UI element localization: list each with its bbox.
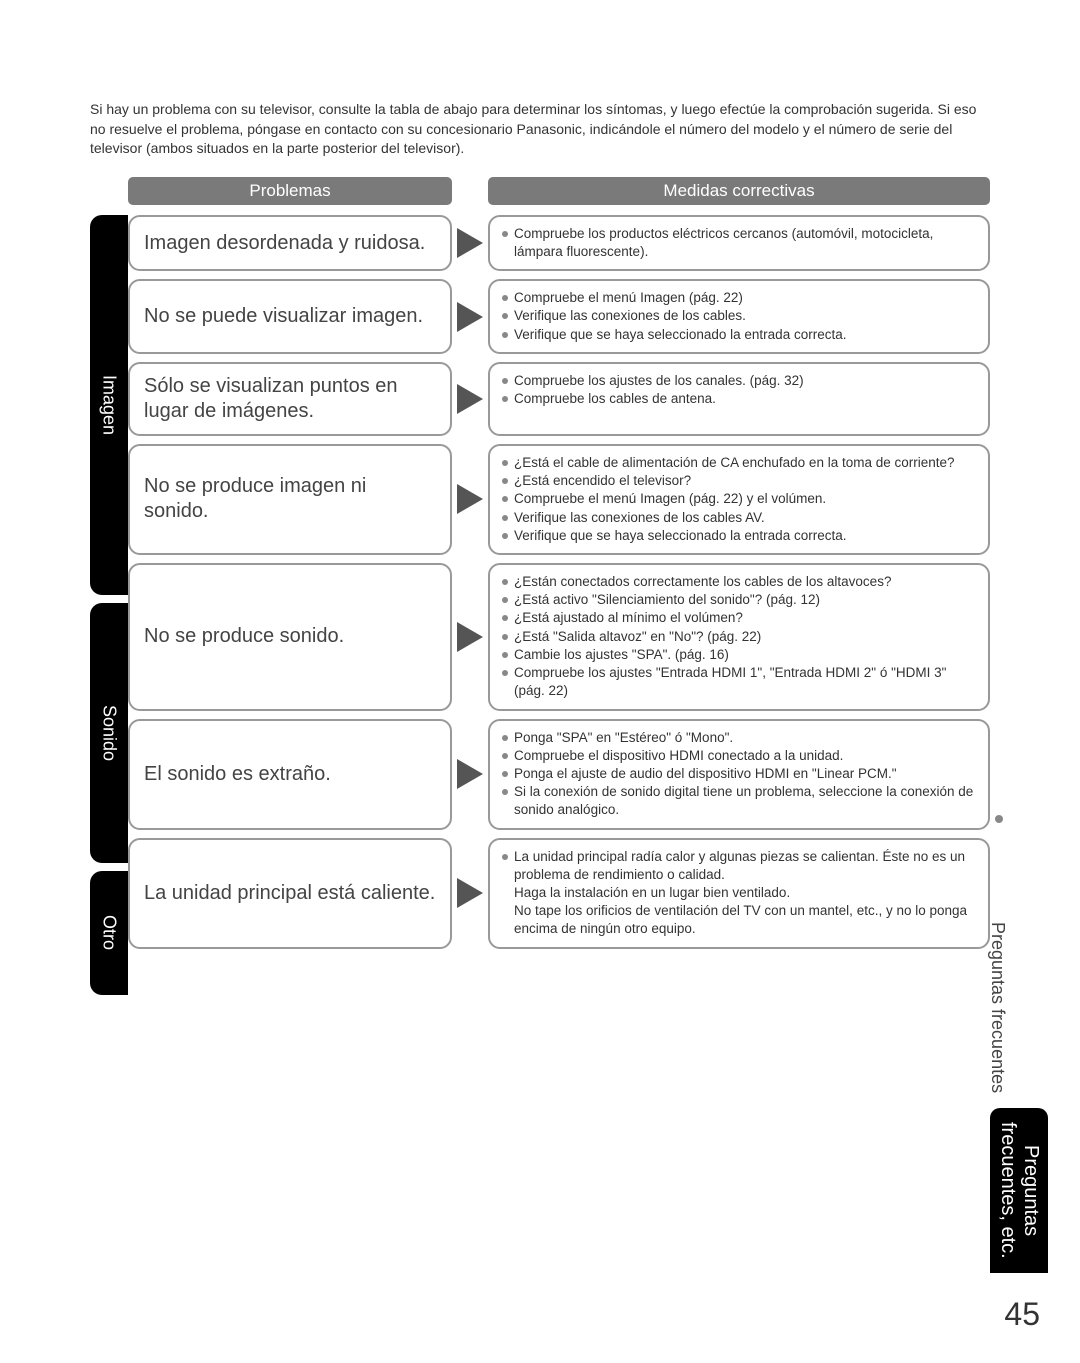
fix-item: Compruebe los productos eléctricos cerca…: [502, 225, 976, 261]
fix-box: Compruebe los productos eléctricos cerca…: [488, 215, 990, 271]
fix-item: Compruebe el menú Imagen (pág. 22): [502, 289, 976, 307]
category-label: Otro: [90, 871, 128, 995]
category-label: Imagen: [90, 215, 128, 595]
side-section-label: Preguntas frecuentes: [987, 922, 1008, 1093]
fix-item: Compruebe el menú Imagen (pág. 22) y el …: [502, 490, 976, 508]
fix-item: Compruebe el dispositivo HDMI conectado …: [502, 747, 976, 765]
arrow-icon: [452, 362, 488, 436]
fix-box: Compruebe los ajustes de los canales. (p…: [488, 362, 990, 436]
problem-box: No se puede visualizar imagen.: [128, 279, 452, 354]
problem-box: Imagen desordenada y ruidosa.: [128, 215, 452, 271]
page-number: 45: [1004, 1296, 1040, 1333]
fix-item: ¿Está "Salida altavoz" en "No"? (pág. 22…: [502, 628, 976, 646]
fix-box: La unidad principal radía calor y alguna…: [488, 838, 990, 949]
troubleshoot-row: Sólo se visualizan puntos en lugar de im…: [128, 362, 990, 436]
troubleshooting-grid: Imagen Sonido Otro Imagen desordenada y ru…: [90, 215, 990, 1003]
fix-subitem: No tape los orificios de ventilación del…: [502, 902, 976, 938]
arrow-icon: [452, 838, 488, 949]
fix-item: ¿Está ajustado al mínimo el volúmen?: [502, 609, 976, 627]
arrow-icon: [452, 719, 488, 830]
fix-item: Cambie los ajustes "SPA". (pág. 16): [502, 646, 976, 664]
problem-box: Sólo se visualizan puntos en lugar de im…: [128, 362, 452, 436]
problem-box: La unidad principal está caliente.: [128, 838, 452, 949]
side-tab-line1: Preguntas: [1020, 1145, 1042, 1236]
fix-item: Verifique las conexiones de los cables.: [502, 307, 976, 325]
fix-subitem: Haga la instalación en un lugar bien ven…: [502, 884, 976, 902]
fix-item: ¿Está el cable de alimentación de CA enc…: [502, 454, 976, 472]
arrow-icon: [452, 444, 488, 555]
problem-box: No se produce sonido.: [128, 563, 452, 711]
fix-item: ¿Está encendido el televisor?: [502, 472, 976, 490]
troubleshoot-row: El sonido es extraño. Ponga "SPA" en "Est…: [128, 719, 990, 830]
category-label: Sonido: [90, 603, 128, 863]
troubleshoot-row: La unidad principal está caliente. La uni…: [128, 838, 990, 949]
column-headers: Problemas Medidas correctivas: [90, 177, 990, 205]
side-bullet-icon: [995, 815, 1003, 823]
fix-box: ¿Está el cable de alimentación de CA enc…: [488, 444, 990, 555]
fix-item: Ponga el ajuste de audio del dispositivo…: [502, 765, 976, 783]
fix-item: Ponga "SPA" en "Estéreo" ó "Mono".: [502, 729, 976, 747]
problem-box: El sonido es extraño.: [128, 719, 452, 830]
fix-item: Compruebe los cables de antena.: [502, 390, 976, 408]
fix-item: ¿Está activo "Silenciamiento del sonido"…: [502, 591, 976, 609]
intro-text: Si hay un problema con su televisor, con…: [90, 100, 990, 159]
side-tab-line2: frecuentes, etc.: [997, 1122, 1019, 1259]
fix-box: ¿Están conectados correctamente los cabl…: [488, 563, 990, 711]
fix-item: Compruebe los ajustes "Entrada HDMI 1", …: [502, 664, 976, 700]
fix-box: Ponga "SPA" en "Estéreo" ó "Mono".Compru…: [488, 719, 990, 830]
fix-item: Compruebe los ajustes de los canales. (p…: [502, 372, 976, 390]
fix-item: La unidad principal radía calor y alguna…: [502, 848, 976, 884]
fix-item: Si la conexión de sonido digital tiene u…: [502, 783, 976, 819]
side-tab: Preguntas frecuentes, etc.: [990, 1108, 1048, 1273]
troubleshoot-row: No se produce imagen ni sonido. ¿Está el …: [128, 444, 990, 555]
troubleshoot-row: Imagen desordenada y ruidosa. Compruebe l…: [128, 215, 990, 271]
arrow-icon: [452, 215, 488, 271]
arrow-icon: [452, 279, 488, 354]
header-fixes: Medidas correctivas: [488, 177, 990, 205]
fix-item: Verifique las conexiones de los cables A…: [502, 509, 976, 527]
fix-item: Verifique que se haya seleccionado la en…: [502, 326, 976, 344]
arrow-icon: [452, 563, 488, 711]
header-problems: Problemas: [128, 177, 452, 205]
problem-box: No se produce imagen ni sonido.: [128, 444, 452, 555]
troubleshoot-row: No se puede visualizar imagen. Compruebe …: [128, 279, 990, 354]
fix-item: Verifique que se haya seleccionado la en…: [502, 527, 976, 545]
fix-box: Compruebe el menú Imagen (pág. 22)Verifi…: [488, 279, 990, 354]
troubleshoot-row: No se produce sonido. ¿Están conectados c…: [128, 563, 990, 711]
fix-item: ¿Están conectados correctamente los cabl…: [502, 573, 976, 591]
